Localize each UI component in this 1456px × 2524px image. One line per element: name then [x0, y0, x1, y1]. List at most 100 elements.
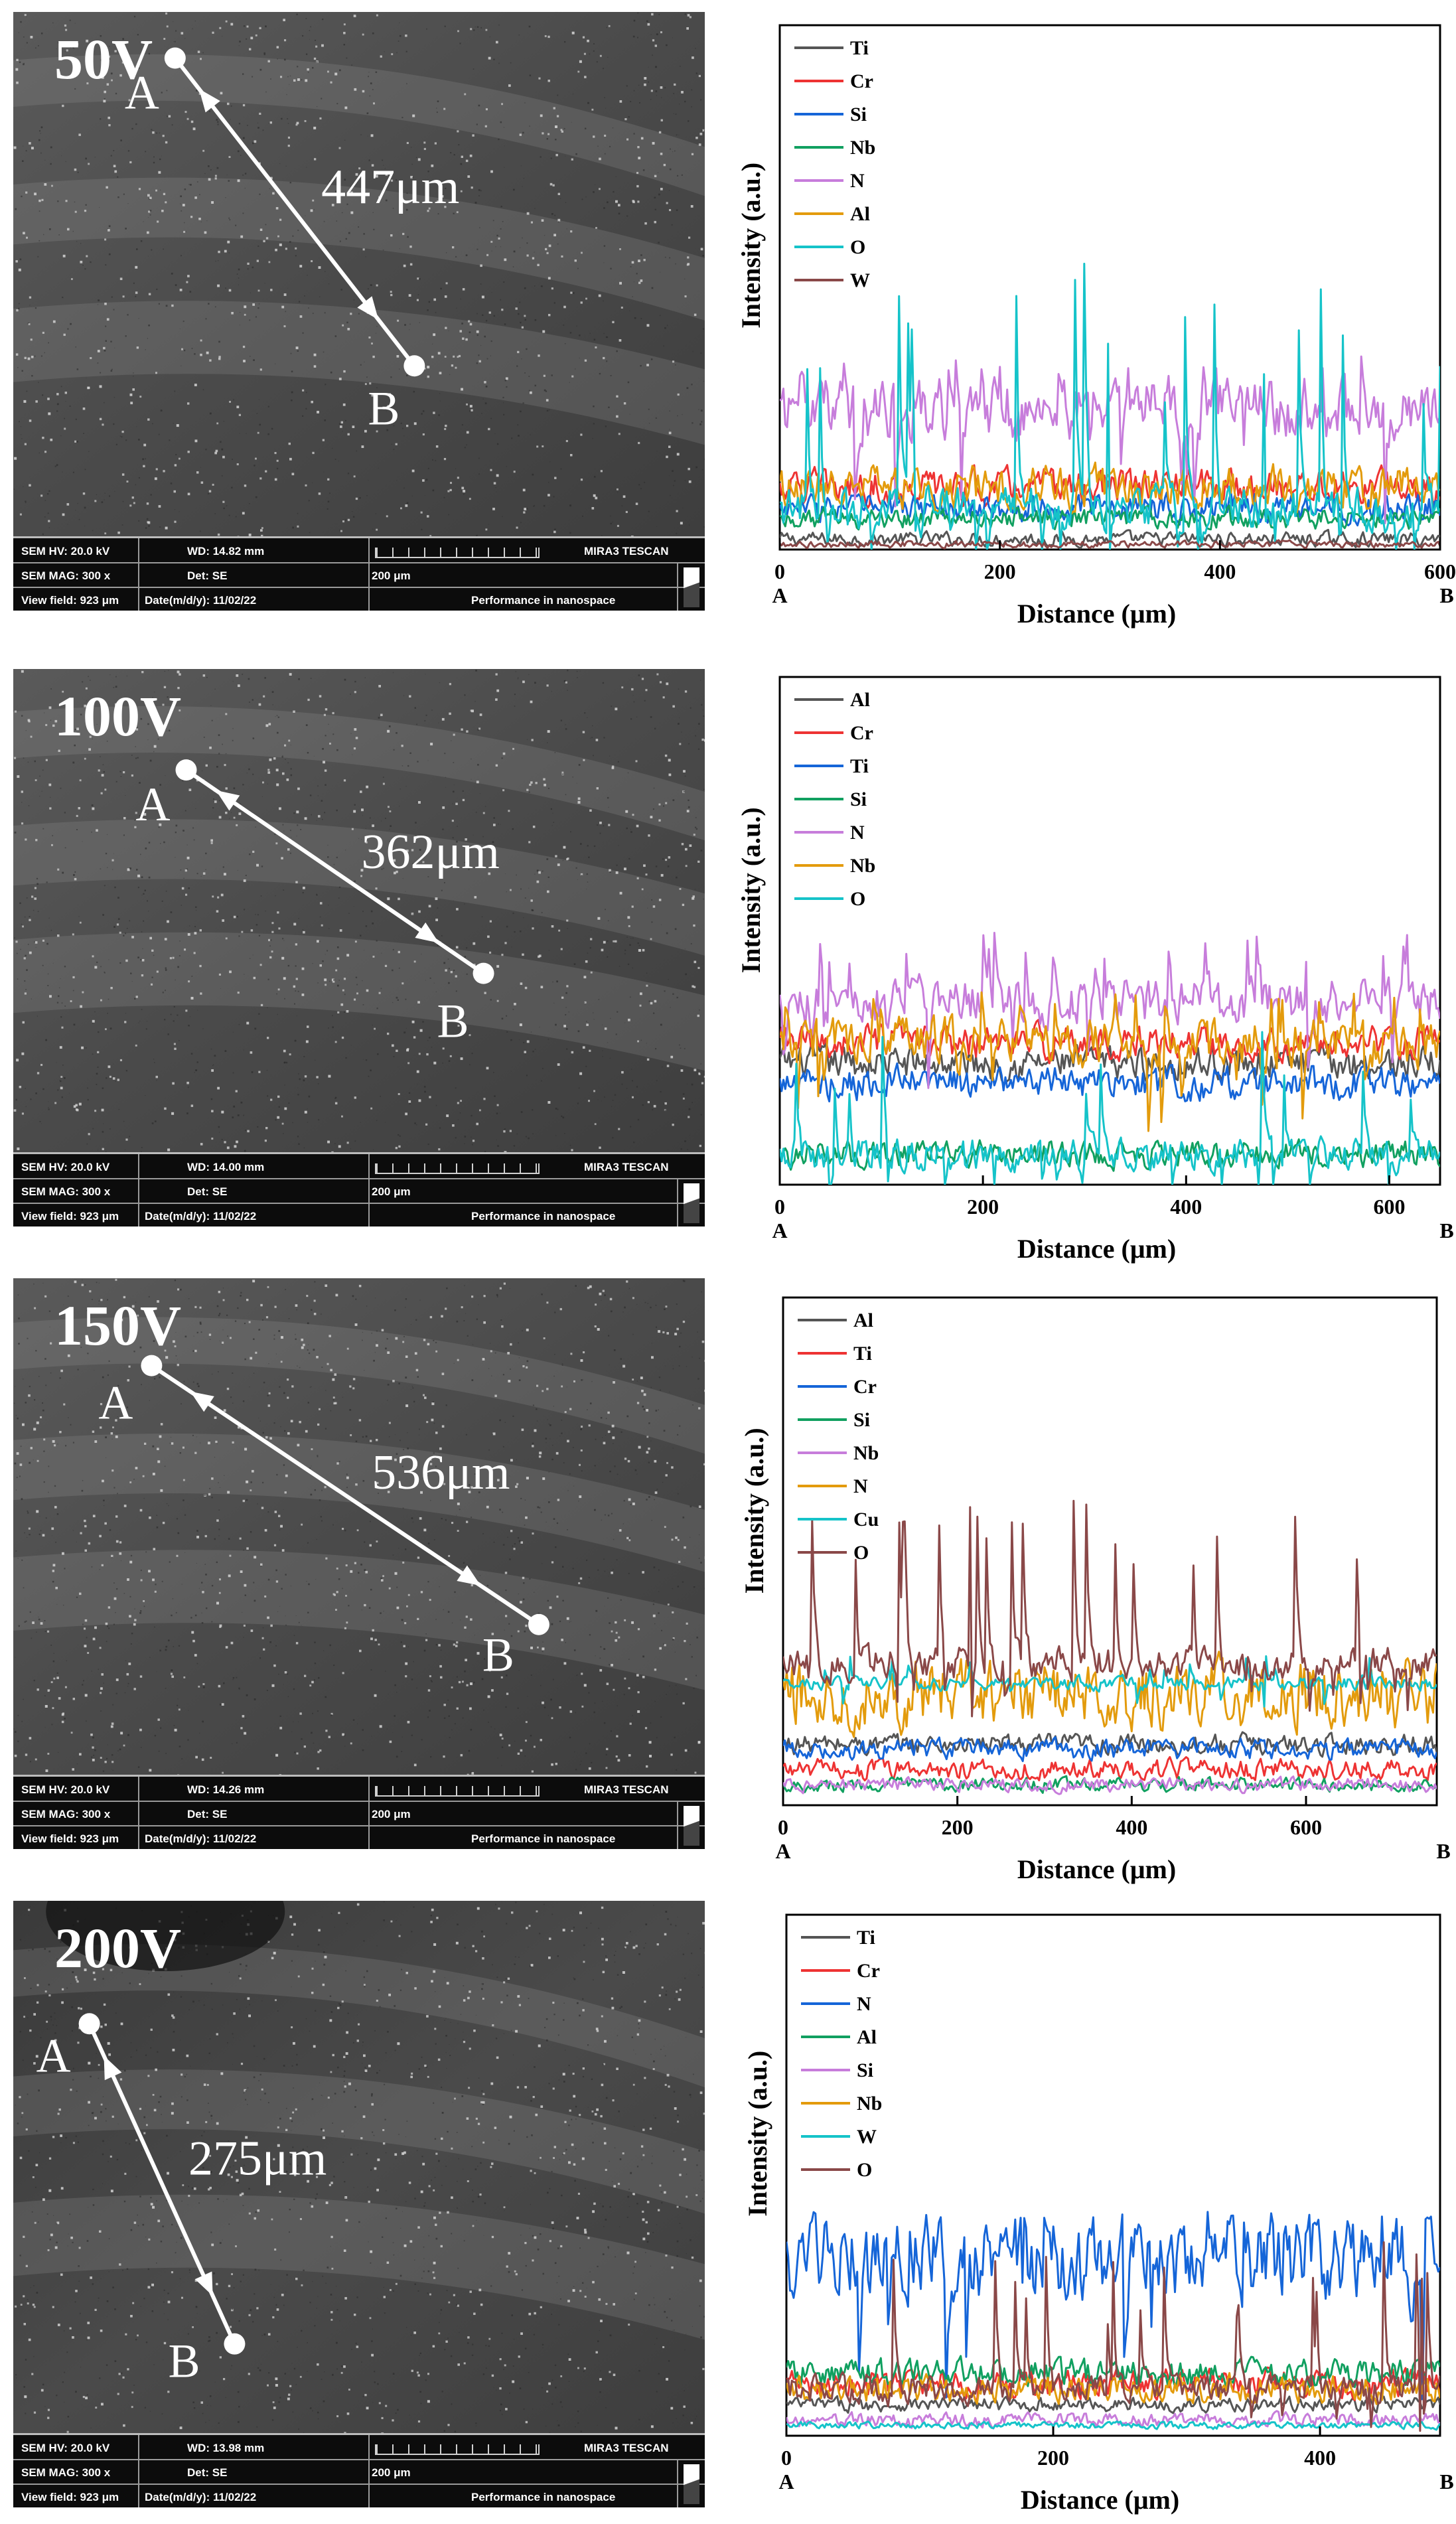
legend-label: Cr — [857, 1960, 880, 1982]
legend-label: Nb — [850, 855, 875, 877]
sem-info-mag: SEM MAG: 300 x — [21, 1808, 111, 1820]
y-axis-title: Intensity (a.u.) — [743, 2051, 772, 2217]
x-tick-label: 200 — [967, 1195, 999, 1219]
legend-label: Al — [850, 203, 870, 225]
legend-label: Al — [850, 689, 870, 711]
legend-label: Ti — [850, 37, 869, 59]
sem-micrograph: A B 536μm 150V — [13, 1278, 705, 1775]
x-end-label: B — [1439, 2470, 1453, 2493]
sem-info-det: Det: SE — [187, 1808, 228, 1820]
sem-info-bar: SEM HV: 20.0 kV WD: 14.00 mm MIRA3 TESCAN S… — [13, 1152, 705, 1226]
sem-info-view: View field: 923 μm — [21, 1832, 119, 1845]
point-b-label: B — [168, 2335, 200, 2388]
legend-label: O — [850, 888, 865, 910]
legend-label: Si — [850, 104, 867, 125]
sem-micrograph: A B 275μm 200V — [13, 1901, 705, 2433]
sem-info-date: Date(m/d/y): 11/02/22 — [145, 2491, 257, 2503]
legend-label: Si — [853, 1409, 870, 1431]
legend-label: Ti — [853, 1343, 872, 1365]
series-line-ti — [780, 1061, 1440, 1102]
series-line-al — [780, 1041, 1440, 1086]
x-tick-label: 400 — [1116, 1815, 1147, 1839]
arrow-head-icon — [190, 1391, 214, 1412]
sem-micrograph: A B 447μm 50V — [13, 12, 705, 536]
sem-info-slogan: Performance in nanospace — [471, 1832, 616, 1845]
arrow-head-icon — [104, 2055, 122, 2081]
x-axis-title: Distance (μm) — [1017, 1234, 1176, 1264]
series-line-cr — [783, 1736, 1437, 1763]
legend-label: W — [857, 2126, 877, 2148]
x-end-label: B — [1436, 1839, 1450, 1863]
x-axis-title: Distance (μm) — [1021, 2485, 1179, 2515]
scan-line: A B 275μm — [36, 2013, 327, 2388]
sem-image-150v: A B 536μm 150V SEM HV: 20.0 kV WD: 14.26 mm MI… — [13, 1278, 705, 1849]
legend-label: N — [857, 1993, 871, 2015]
scan-line: A B 447μm — [125, 47, 459, 435]
sem-info-view: View field: 923 μm — [21, 2491, 119, 2503]
point-b-marker — [528, 1613, 549, 1635]
sem-info-view: View field: 923 μm — [21, 594, 119, 607]
point-a-label: A — [36, 2029, 71, 2082]
point-b-label: B — [482, 1629, 514, 1682]
series-line-o — [783, 1499, 1437, 1718]
legend-label: Cr — [850, 70, 873, 92]
plot-frame — [778, 676, 1441, 1186]
legend-label: Al — [853, 1309, 873, 1331]
legend-label: O — [850, 236, 865, 258]
sem-info-bar: SEM HV: 20.0 kV WD: 14.26 mm MIRA3 TESCAN S… — [13, 1775, 705, 1849]
point-b-marker — [403, 355, 425, 377]
legend-label: Nb — [850, 137, 875, 159]
legend-label: Nb — [853, 1442, 879, 1464]
sem-info-bar: SEM HV: 20.0 kV WD: 13.98 mm MIRA3 TESCAN S… — [13, 2433, 705, 2507]
series-line-nb — [786, 2372, 1440, 2405]
sem-info-wd: WD: 13.98 mm — [187, 2442, 265, 2454]
legend: Al Ti Cr Si Nb N Cu O — [798, 1309, 879, 1564]
x-tick-label: 0 — [781, 2446, 792, 2470]
sem-info-brand: MIRA3 TESCAN — [584, 1783, 669, 1796]
sem-info-wd: WD: 14.26 mm — [187, 1783, 265, 1796]
legend-label: N — [853, 1475, 868, 1497]
series-line-nb — [780, 991, 1440, 1132]
sem-info-mag: SEM MAG: 300 x — [21, 569, 111, 582]
sem-info-brand: MIRA3 TESCAN — [584, 545, 669, 557]
scan-length-label: 447μm — [321, 160, 459, 214]
y-axis-title: Intensity (a.u.) — [736, 163, 766, 329]
series-line-n — [783, 1651, 1437, 1738]
sem-image-200v: A B 275μm 200V SEM HV: 20.0 kV WD: 13.98 mm MI… — [13, 1901, 705, 2507]
sem-info-brand: MIRA3 TESCAN — [584, 2442, 669, 2454]
y-axis-title: Intensity (a.u.) — [739, 1428, 769, 1594]
arrow-head-icon — [357, 296, 379, 320]
tescan-logo-icon — [684, 1183, 699, 1223]
legend-label: Al — [857, 2026, 877, 2048]
legend-label: W — [850, 269, 870, 291]
arrow-head-icon — [198, 88, 220, 113]
legend-label: O — [857, 2159, 872, 2181]
point-a-marker — [78, 2013, 100, 2035]
x-tick-label: 200 — [942, 1815, 974, 1839]
point-a-label: A — [98, 1376, 133, 1430]
legend: Ti Cr Si Nb N Al OW — [794, 37, 875, 291]
scan-length-label: 362μm — [362, 825, 500, 879]
series-line-nb — [783, 1775, 1437, 1795]
x-tick-label: 400 — [1170, 1195, 1202, 1219]
x-end-label: B — [1439, 1219, 1453, 1242]
x-tick-label: 600 — [1424, 559, 1456, 583]
sem-info-mag: SEM MAG: 300 x — [21, 2466, 111, 2479]
legend-label: N — [850, 170, 865, 192]
legend-label: Ti — [857, 1927, 875, 1949]
scale-bar — [375, 2444, 540, 2455]
legend-label: Nb — [857, 2093, 882, 2115]
sem-image-100v: A B 362μm 100V SEM HV: 20.0 kV WD: 14.00 mm MI… — [13, 669, 705, 1226]
voltage-label: 50V — [54, 27, 153, 91]
series-line-o — [780, 1031, 1440, 1185]
x-tick-label: 600 — [1290, 1815, 1322, 1839]
scale-bar — [375, 548, 540, 558]
sem-info-wd: WD: 14.82 mm — [187, 545, 265, 557]
arrow-head-icon — [194, 2271, 213, 2296]
series-line-o — [780, 262, 1440, 550]
series-line-o — [786, 2241, 1440, 2432]
sem-info-det: Det: SE — [187, 1185, 228, 1198]
x-axis-title: Distance (μm) — [1017, 1854, 1176, 1884]
x-tick-label: 0 — [774, 559, 785, 583]
scan-line: A B 362μm — [136, 759, 500, 1048]
